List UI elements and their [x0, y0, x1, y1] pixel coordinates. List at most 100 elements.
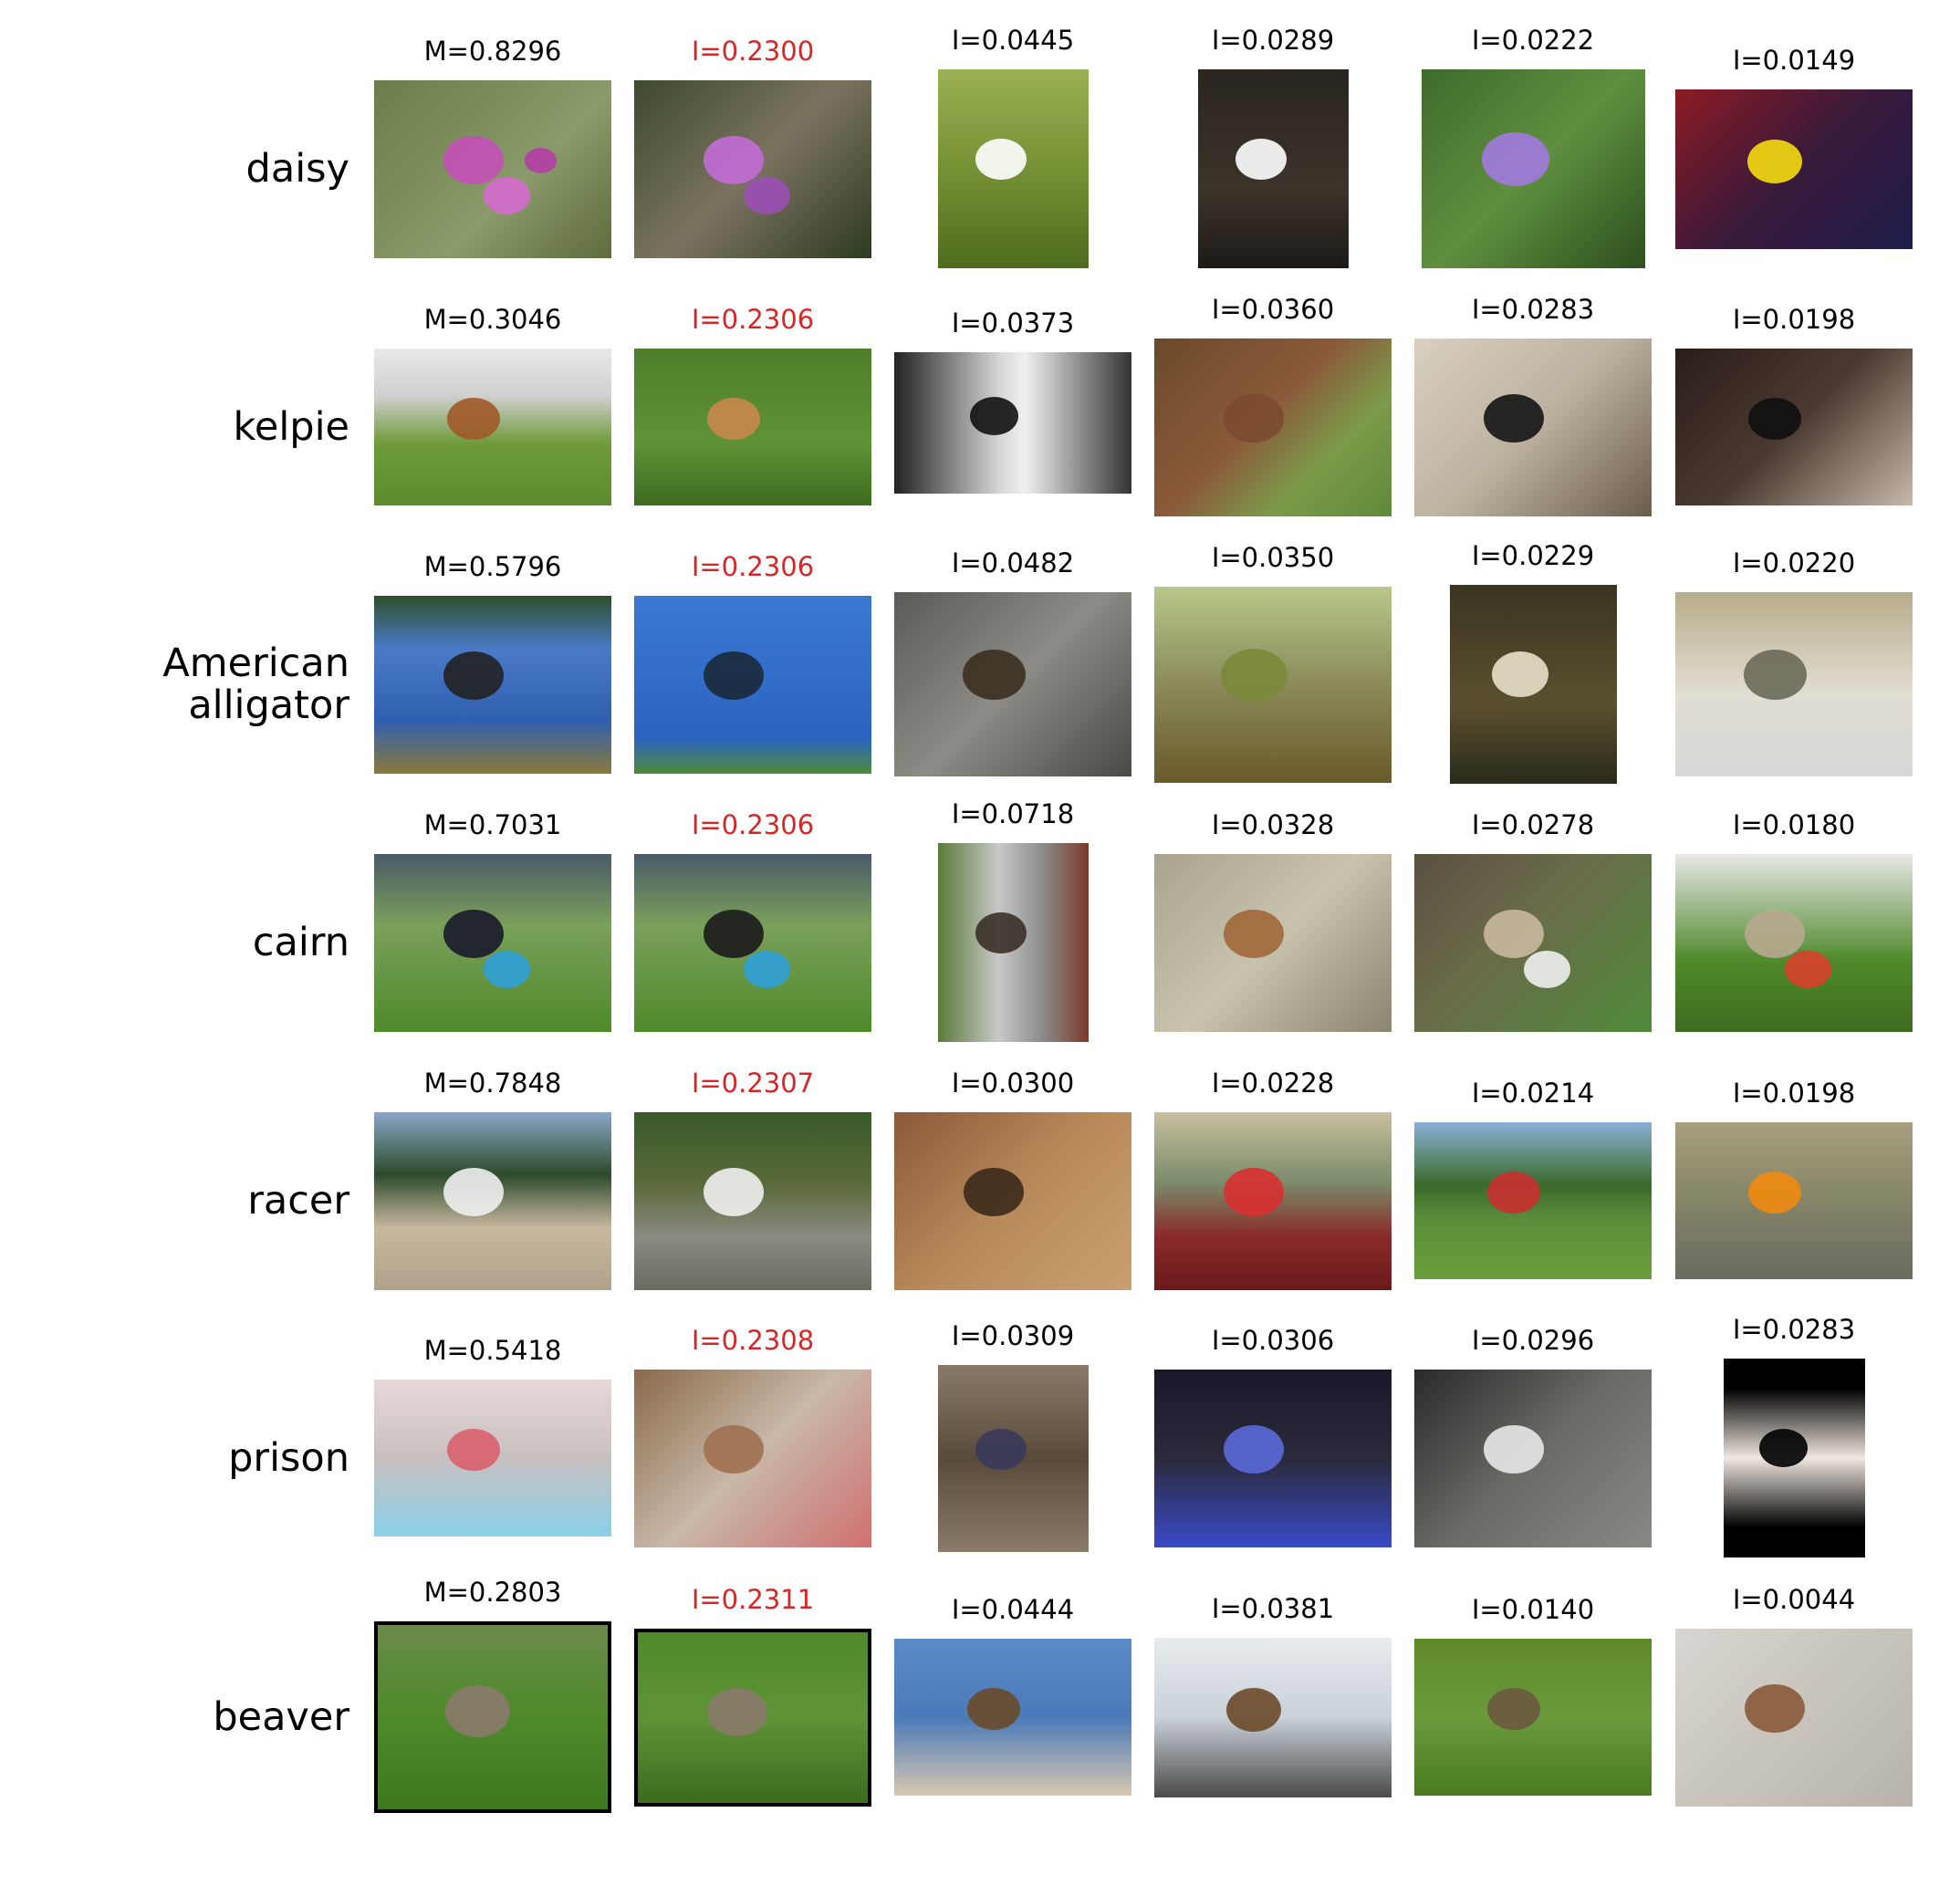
thumbnail-subject	[707, 1688, 767, 1736]
thumbnail-subject	[1492, 651, 1548, 697]
thumbnail-dark-cell-blue-floor	[1154, 1370, 1392, 1547]
row-label-daisy: daisy	[245, 146, 349, 192]
thumbnail-groundhog-on-grass-framed-closeup	[634, 1629, 871, 1807]
thumbnail-beaver-swimming	[1675, 1629, 1913, 1807]
score-label: I=0.0228	[1211, 1068, 1335, 1099]
thumbnail-black-dog-on-sand	[1414, 339, 1652, 516]
thumbnail-race-track-grandstand	[1154, 1112, 1392, 1290]
thumbnail-subject	[1744, 650, 1807, 700]
thumbnail-pink-flowers-grass	[374, 80, 611, 258]
score-label: I=0.0444	[951, 1594, 1075, 1625]
thumbnail-subject	[1235, 139, 1287, 180]
score-label: I=0.0140	[1471, 1594, 1595, 1625]
thumbnail-subject	[704, 910, 764, 958]
thumbnail-subject	[704, 136, 764, 184]
thumbnail-purple-aster	[1422, 69, 1645, 268]
thumbnail-subject	[1745, 910, 1805, 958]
score-label: M=0.3046	[423, 304, 562, 335]
thumbnail-subject	[967, 1688, 1020, 1730]
score-label: I=0.0229	[1471, 540, 1595, 571]
thumbnail-car-on-mountain-road	[634, 1112, 871, 1290]
thumbnail-cars-on-grass-track	[1414, 1122, 1652, 1279]
highlighted-score-label: I=0.2306	[691, 809, 815, 840]
highlighted-score-label: I=0.2311	[691, 1584, 815, 1615]
thumbnail-subject	[1747, 140, 1802, 183]
thumbnail-subject	[1748, 1172, 1801, 1214]
score-label: I=0.0296	[1471, 1325, 1595, 1356]
score-label: I=0.0283	[1732, 1314, 1856, 1345]
score-label: M=0.7848	[423, 1068, 562, 1099]
thumbnail-subject	[1484, 1425, 1544, 1474]
thumbnail-subject	[1487, 1688, 1540, 1730]
thumbnail-subject	[484, 177, 530, 214]
thumbnail-subject	[1224, 394, 1284, 443]
thumbnail-subject	[1484, 394, 1544, 443]
thumbnail-subject	[704, 1168, 764, 1216]
thumbnail-white-daisy-in-grass	[938, 69, 1089, 268]
highlighted-score-label: I=0.2300	[691, 36, 815, 67]
score-label: I=0.0373	[951, 307, 1075, 339]
thumbnail-subject	[447, 398, 500, 440]
thumbnail-red-bars-visiting-room	[374, 1380, 611, 1537]
thumbnail-subject	[704, 651, 764, 700]
score-label: I=0.0306	[1211, 1325, 1335, 1356]
thumbnail-alligator-on-log	[1154, 587, 1392, 783]
thumbnail-subject	[744, 951, 790, 988]
thumbnail-subject	[1785, 951, 1831, 988]
thumbnail-white-daisy-on-dark-soil	[1198, 69, 1349, 268]
thumbnail-dog-jumping-hurdle-on-grass	[634, 349, 871, 505]
thumbnail-orange-rally-car	[1675, 1122, 1913, 1279]
thumbnail-terrier-at-door	[938, 843, 1089, 1042]
thumbnail-silhouette-at-barred-window	[1724, 1359, 1865, 1557]
score-label: I=0.0718	[951, 798, 1075, 829]
thumbnail-muskrat-in-water	[1154, 1638, 1392, 1797]
score-label: I=0.0360	[1211, 294, 1335, 325]
thumbnail-puppies-at-blue-bowl	[634, 854, 871, 1032]
row-label-prison: prison	[228, 1435, 349, 1481]
thumbnail-subject	[447, 1429, 500, 1471]
thumbnail-subject	[1224, 1168, 1284, 1216]
thumbnail-subject	[707, 398, 760, 440]
thumbnail-car-on-dusty-road	[374, 1112, 611, 1290]
score-label: I=0.0283	[1471, 294, 1595, 325]
thumbnail-subject	[704, 1425, 764, 1474]
highlighted-score-label: I=0.2306	[691, 551, 815, 582]
score-label: I=0.0309	[951, 1320, 1075, 1351]
thumbnail-subject	[1748, 398, 1801, 440]
thumbnail-yellow-daisy	[1675, 89, 1913, 249]
thumbnail-puppy-with-blue-bowl	[374, 854, 611, 1032]
thumbnail-groundhog-on-grass-framed	[374, 1621, 611, 1813]
score-label: I=0.0482	[951, 547, 1075, 578]
thumbnail-dog-jumping-hurdle-near-cars	[374, 349, 611, 505]
thumbnail-subject	[525, 148, 557, 173]
thumbnail-beavers-on-rocks	[894, 1639, 1131, 1796]
thumbnail-pond-reflection	[374, 596, 611, 774]
thumbnail-alligator-eye-closeup	[894, 592, 1131, 776]
thumbnail-subject	[443, 1168, 504, 1216]
thumbnail-groundhog-in-field	[1414, 1639, 1652, 1796]
thumbnail-two-dogs-on-path	[1414, 854, 1652, 1032]
thumbnail-black-dog-lying-down	[1675, 349, 1913, 505]
score-label: I=0.0300	[951, 1068, 1075, 1099]
thumbnail-subject	[443, 910, 504, 958]
thumbnail-subject	[975, 139, 1027, 180]
thumbnail-terrier-in-bath	[1675, 854, 1913, 1032]
score-label: M=0.7031	[423, 809, 562, 840]
row-label-cairn: cairn	[252, 920, 349, 965]
row-label-kelpie: kelpie	[233, 404, 349, 450]
thumbnail-subject	[975, 912, 1027, 953]
score-label: I=0.0220	[1732, 547, 1856, 578]
score-label: M=0.5796	[423, 551, 562, 582]
score-label: M=0.8296	[423, 36, 562, 67]
score-label: I=0.0350	[1211, 542, 1335, 573]
thumbnail-subject	[1224, 1425, 1284, 1474]
thumbnail-brown-dog-drinking-from-cup	[1154, 339, 1392, 516]
thumbnail-woman-at-red-bars	[634, 1370, 871, 1547]
highlighted-score-label: I=0.2307	[691, 1068, 815, 1099]
thumbnail-subject	[1487, 1172, 1540, 1214]
thumbnail-people-behind-bars-poster	[938, 1365, 1089, 1552]
thumbnail-subject	[1224, 910, 1284, 958]
thumbnail-subject	[443, 651, 504, 700]
thumbnail-subject	[963, 650, 1026, 700]
